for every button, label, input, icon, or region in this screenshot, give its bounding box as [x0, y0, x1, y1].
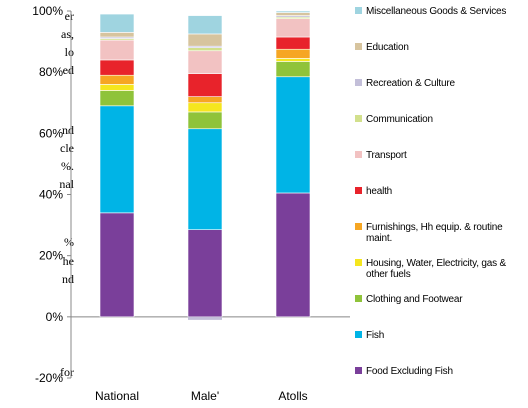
bar-segment	[99, 84, 135, 91]
legend-label: Recreation & Culture	[366, 78, 455, 89]
legend-label: Food Excluding Fish	[366, 366, 453, 377]
bar-segment	[187, 33, 223, 47]
bar-segment	[275, 48, 311, 59]
bar-segment-negative	[188, 316, 222, 320]
legend-swatch	[355, 223, 362, 230]
y-tick-label: 60%	[39, 126, 63, 140]
legend-swatch	[355, 115, 362, 122]
bar-segment	[275, 12, 311, 16]
legend-swatch	[355, 367, 362, 374]
x-axis: National Male' Atolls	[95, 389, 308, 403]
bar-segment	[187, 128, 223, 230]
legend: Miscellaneous Goods & Services Education R…	[355, 6, 507, 377]
y-tick-label: 100%	[32, 4, 63, 18]
bar-segment	[99, 13, 135, 33]
legend-swatch	[355, 331, 362, 338]
legend-swatch	[355, 187, 362, 194]
legend-item: Food Excluding Fish	[355, 366, 453, 377]
legend-label: health	[366, 186, 392, 197]
legend-item: Clothing and Footwear	[355, 294, 463, 305]
legend-label: Miscellaneous Goods & Services	[366, 6, 506, 17]
legend-swatch	[355, 295, 362, 302]
background-text-fragment: %.	[61, 159, 74, 173]
x-tick-label: Atolls	[278, 389, 307, 403]
bar-segment	[187, 102, 223, 113]
legend-item: Miscellaneous Goods & Services	[355, 6, 507, 17]
bar-segment	[275, 58, 311, 62]
bar-segment	[99, 105, 135, 214]
legend-item: Education	[355, 42, 409, 53]
legend-label: Communication	[366, 114, 433, 125]
bar-segment	[275, 10, 311, 13]
stacked-bars	[99, 10, 311, 320]
y-tick-label: -20%	[35, 371, 63, 385]
y-tick-label: 40%	[39, 188, 63, 202]
bar-segment	[99, 74, 135, 85]
bar-segment	[187, 50, 223, 74]
bar-segment	[275, 18, 311, 38]
background-text-fragment: %	[64, 235, 74, 249]
bar-segment	[275, 61, 311, 78]
legend-swatch	[355, 7, 362, 14]
background-text-fragment: as,	[61, 27, 74, 41]
bar-segment	[275, 36, 311, 50]
bar-segment	[99, 59, 135, 76]
y-axis: -20% 0% 20% 40% 60% 80% 100%	[32, 4, 71, 385]
background-text-fragment: he	[63, 254, 74, 268]
background-text-fragment: ed	[63, 63, 74, 77]
bar-segment	[99, 39, 135, 61]
y-tick-label: 20%	[39, 249, 63, 263]
legend-label: Furnishings, Hh equip. & routine maint.	[366, 222, 503, 244]
legend-swatch	[355, 259, 362, 266]
bar-segment	[187, 111, 223, 130]
legend-swatch	[355, 79, 362, 86]
bar-segment	[99, 32, 135, 38]
legend-swatch	[355, 43, 362, 50]
legend-swatch	[355, 151, 362, 158]
legend-item: Transport	[355, 150, 407, 161]
background-text-fragment: lo	[65, 45, 74, 59]
x-tick-label: Male'	[191, 389, 219, 403]
bar-segment	[275, 76, 311, 194]
legend-item: Communication	[355, 114, 433, 125]
bar-segment	[99, 90, 135, 107]
x-tick-label: National	[95, 389, 139, 403]
bar-segment	[187, 229, 223, 318]
bar-segment	[275, 192, 311, 318]
legend-label: Housing, Water, Electricity, gas & other …	[366, 258, 506, 280]
y-tick-label: 80%	[39, 65, 63, 79]
y-tick-label: 0%	[46, 310, 64, 324]
bar-segment	[99, 212, 135, 318]
legend-item: Furnishings, Hh equip. & routine maint.	[355, 222, 503, 244]
legend-item: Recreation & Culture	[355, 78, 456, 89]
bar-segment	[187, 96, 223, 104]
legend-item: health	[355, 186, 392, 197]
legend-label: Fish	[366, 330, 384, 341]
legend-label: Education	[366, 42, 409, 53]
background-text-fragment: cle	[60, 141, 74, 155]
bar-segment	[187, 73, 223, 97]
legend-label: Transport	[366, 150, 407, 161]
background-text-fragment: er	[65, 9, 74, 23]
background-text-fragment: nd	[62, 123, 74, 137]
legend-label: Clothing and Footwear	[366, 294, 463, 305]
bar-segment	[187, 15, 223, 35]
legend-item: Housing, Water, Electricity, gas & other …	[355, 258, 507, 280]
background-text-fragment: nd	[62, 272, 74, 286]
bar-segment	[187, 47, 223, 52]
legend-item: Fish	[355, 330, 384, 341]
